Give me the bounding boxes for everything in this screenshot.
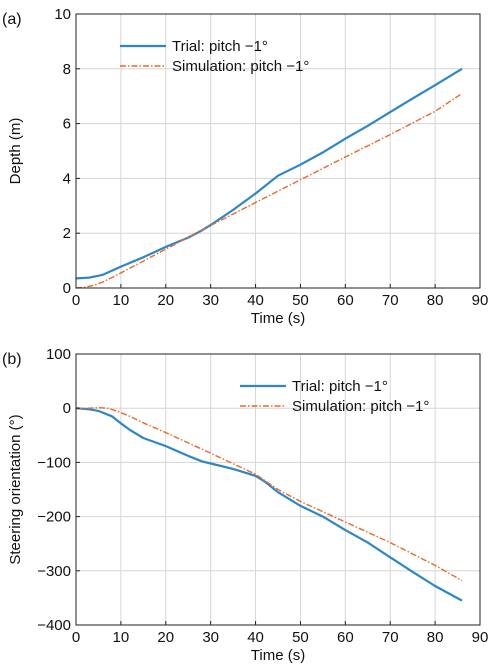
x-tick-label: 60	[337, 629, 354, 646]
x-tick-label: 20	[157, 629, 174, 646]
depth-chart-panel: 0 10 20 30 40 50 60 70 80 90 0 2 4 6 8 10 Time (s) Depth …	[2, 6, 488, 327]
x-tick-label: 30	[202, 292, 219, 309]
x-axis-label: Time (s)	[251, 310, 305, 327]
legend: Trial: pitch −1° Simulation: pitch −1°	[120, 38, 309, 75]
trial-series-line	[75, 67, 463, 280]
x-tick-label: 70	[382, 629, 399, 646]
x-tick-label: 70	[382, 292, 399, 309]
steering-chart-panel: 0 10 20 30 40 50 60 70 80 90 100 0 −100 −200 −300 −400 T…	[2, 346, 488, 664]
x-tick-label: 80	[427, 292, 444, 309]
y-tick-label: −300	[37, 563, 71, 580]
y-tick-label: 4	[63, 170, 71, 187]
x-tick-label: 90	[472, 292, 489, 309]
legend-simulation-label: Simulation: pitch −1°	[292, 398, 429, 415]
plot-area-frame	[75, 353, 481, 626]
legend-trial-label: Trial: pitch −1°	[172, 38, 268, 55]
legend-simulation-label: Simulation: pitch −1°	[172, 58, 309, 75]
panel-label: (a)	[2, 11, 22, 28]
x-tick-label: 0	[72, 292, 80, 309]
x-tick-label: 50	[292, 629, 309, 646]
trial-series-line	[75, 407, 463, 602]
legend-trial-label: Trial: pitch −1°	[292, 378, 388, 395]
x-tick-label: 10	[113, 292, 130, 309]
y-tick-label: −400	[37, 617, 71, 634]
y-tick-label: −100	[37, 454, 71, 471]
x-tick-label: 20	[157, 292, 174, 309]
y-tick-label: 10	[54, 6, 71, 23]
simulation-series-line	[76, 407, 463, 582]
x-tick-label: 80	[427, 629, 444, 646]
panel-label: (b)	[2, 351, 22, 368]
legend: Trial: pitch −1° Simulation: pitch −1°	[240, 378, 429, 415]
simulation-series-line	[75, 92, 463, 289]
y-axis-label: Depth (m)	[7, 118, 24, 185]
y-tick-label: −200	[37, 509, 71, 526]
y-axis-label: Steering orientation (°)	[7, 414, 24, 564]
x-tick-label: 10	[113, 629, 130, 646]
x-tick-label: 60	[337, 292, 354, 309]
x-axis-label: Time (s)	[251, 647, 305, 664]
x-tick-label: 40	[247, 629, 264, 646]
plot-area-frame	[75, 13, 481, 289]
y-tick-label: 0	[63, 280, 71, 297]
x-tick-label: 0	[72, 629, 80, 646]
y-tick-label: 2	[63, 225, 71, 242]
y-tick-label: 6	[63, 116, 71, 133]
x-tick-label: 30	[202, 629, 219, 646]
y-tick-label: 100	[46, 346, 71, 363]
x-tick-label: 50	[292, 292, 309, 309]
y-tick-label: 8	[63, 61, 71, 78]
y-tick-label: 0	[63, 400, 71, 417]
x-tick-label: 90	[472, 629, 489, 646]
x-tick-label: 40	[247, 292, 264, 309]
